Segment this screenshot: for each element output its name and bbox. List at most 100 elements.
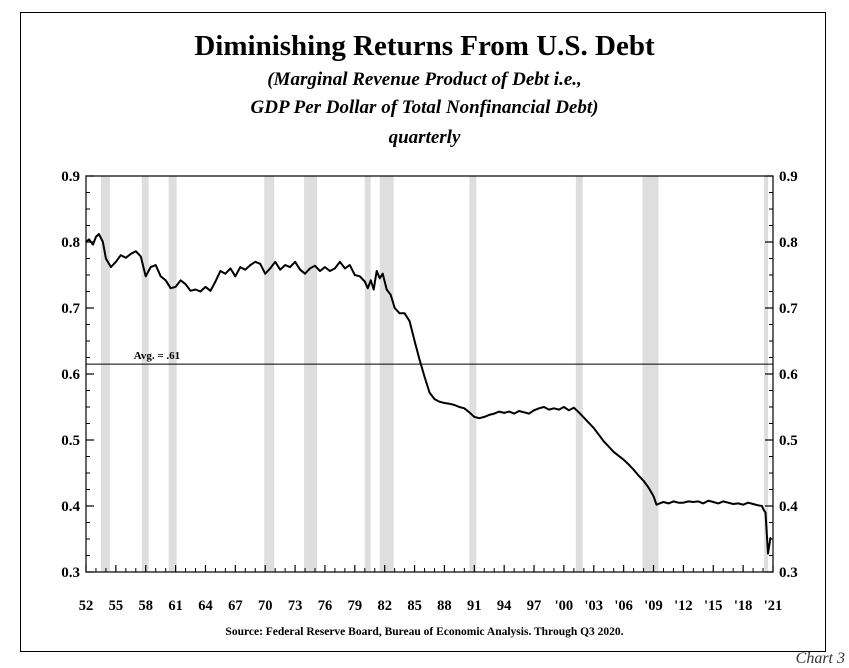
- data-point: [483, 416, 486, 418]
- data-point: [463, 407, 466, 410]
- data-point: [548, 408, 550, 411]
- data-point: [498, 410, 500, 413]
- recession-band: [575, 176, 583, 572]
- data-point: [319, 270, 321, 272]
- data-point: [385, 288, 388, 291]
- y-tick-label-left: 0.6: [61, 367, 80, 383]
- recession-band: [304, 176, 317, 572]
- data-point: [478, 417, 481, 420]
- data-point: [194, 288, 197, 291]
- x-tick-label: 55: [109, 598, 124, 614]
- data-point: [98, 233, 100, 235]
- data-point: [428, 391, 431, 394]
- data-point: [264, 272, 267, 275]
- data-point: [528, 412, 530, 415]
- x-tick-label: '03: [585, 598, 604, 614]
- data-point: [398, 312, 401, 315]
- data-point: [742, 503, 744, 506]
- data-point: [697, 500, 700, 503]
- x-tick-label: 76: [318, 598, 333, 614]
- data-point: [732, 503, 734, 505]
- data-point: [617, 455, 620, 457]
- data-point: [458, 406, 461, 408]
- x-tick-label: 82: [377, 598, 392, 614]
- data-point: [254, 261, 257, 263]
- y-tick-label-right: 0.9: [779, 169, 798, 185]
- data-point: [324, 266, 326, 268]
- x-tick-label: 79: [348, 598, 363, 614]
- x-tick-label: 85: [407, 598, 422, 614]
- data-point: [612, 451, 615, 453]
- data-point: [438, 400, 441, 403]
- data-point: [174, 286, 177, 288]
- data-point: [359, 275, 361, 278]
- x-tick-label: 52: [79, 598, 94, 614]
- data-point: [125, 257, 127, 259]
- data-point: [134, 250, 137, 253]
- data-point: [722, 500, 725, 503]
- data-point: [642, 480, 645, 482]
- data-point: [369, 279, 372, 282]
- data-point: [717, 502, 720, 505]
- data-point: [274, 261, 276, 263]
- data-point: [622, 459, 625, 461]
- data-point: [102, 241, 104, 243]
- chart-frame: [20, 12, 826, 652]
- data-point: [299, 268, 301, 271]
- x-tick-label: 94: [497, 598, 512, 614]
- data-point: [130, 253, 132, 255]
- y-tick-label-right: 0.6: [779, 367, 798, 383]
- recession-band: [364, 176, 371, 572]
- data-point: [144, 275, 147, 278]
- x-tick-label: 88: [437, 598, 452, 614]
- x-tick-label: '21: [764, 598, 783, 614]
- data-point: [92, 243, 94, 246]
- data-point: [378, 277, 381, 280]
- plot-area-border: [85, 175, 774, 573]
- data-point: [372, 288, 375, 291]
- data-point: [632, 468, 635, 471]
- data-point: [764, 511, 767, 514]
- data-point: [687, 500, 690, 503]
- data-point: [154, 264, 157, 266]
- data-point: [761, 505, 763, 507]
- data-point: [513, 412, 515, 415]
- data-point: [503, 412, 505, 414]
- data-point: [309, 267, 311, 270]
- x-tick-label: '12: [674, 598, 693, 614]
- data-point: [563, 406, 565, 408]
- average-reference: Avg. = .61: [86, 350, 773, 365]
- series-line: [85, 233, 772, 555]
- data-point: [433, 398, 436, 400]
- data-point: [105, 257, 107, 260]
- data-point: [219, 270, 222, 272]
- x-tick-label: 97: [527, 598, 542, 614]
- data-point: [583, 416, 585, 419]
- data-point: [304, 272, 306, 275]
- recession-band: [379, 176, 394, 572]
- data-point: [184, 283, 187, 286]
- data-point: [597, 433, 600, 436]
- data-point: [737, 502, 739, 505]
- data-point: [224, 272, 227, 275]
- data-point: [249, 264, 252, 266]
- recession-band: [642, 176, 659, 572]
- data-point: [169, 287, 172, 290]
- chart-subtitle-line2: GDP Per Dollar of Total Nonfinancial Deb…: [250, 97, 599, 118]
- y-tick-label-right: 0.3: [779, 565, 798, 581]
- data-point: [677, 501, 680, 504]
- x-tick-label: '18: [734, 598, 753, 614]
- data-point: [493, 412, 496, 415]
- data-point: [508, 410, 510, 413]
- data-point: [329, 270, 331, 272]
- y-tick-label-right: 0.7: [779, 301, 798, 317]
- data-point: [767, 552, 769, 555]
- data-point: [403, 312, 406, 315]
- data-point: [408, 320, 411, 323]
- data-point: [294, 261, 296, 263]
- data-point: [314, 264, 316, 267]
- data-point: [234, 275, 237, 278]
- data-point: [88, 238, 90, 241]
- chart-subtitle-line1: (Marginal Revenue Product of Debt i.e.,: [267, 69, 582, 90]
